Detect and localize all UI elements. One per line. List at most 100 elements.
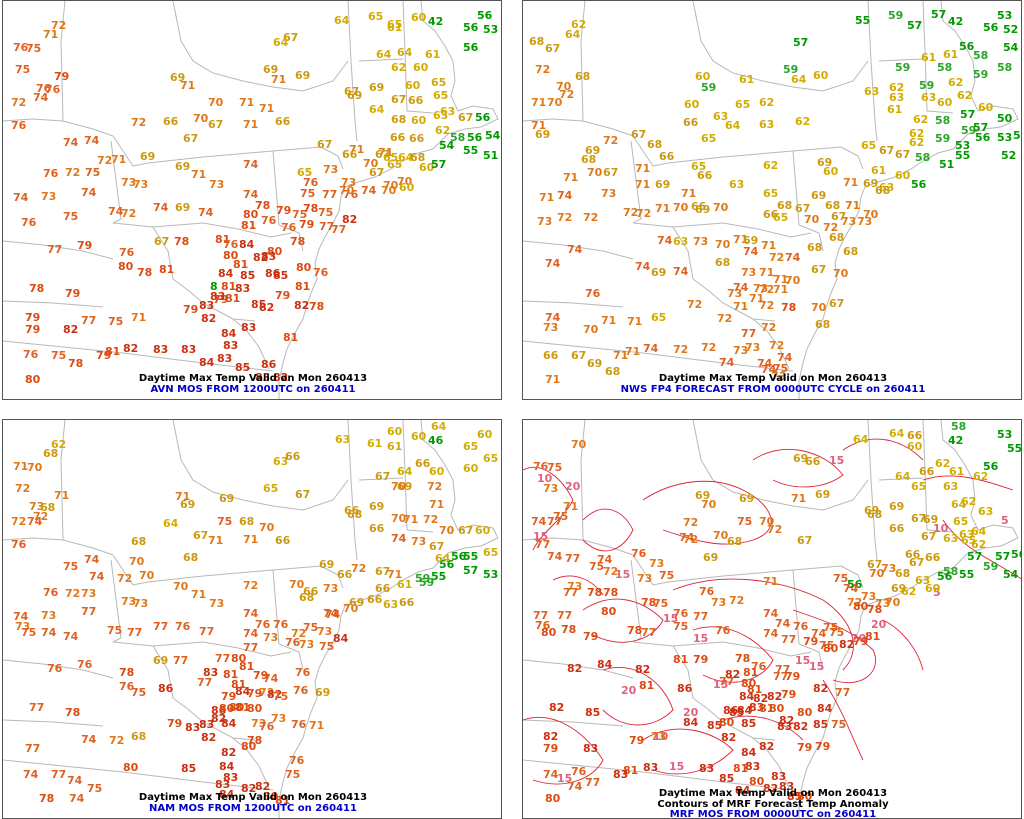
map-nws-fp4-temp-value-4: 72 [535,63,550,76]
map-mrf-mos-anomaly-contour-16 [882,619,924,671]
map-avn-mos-temp-value-11: 74 [63,136,79,149]
map-nam-mos-temp-value-152: 80 [229,701,245,714]
map-avn-mos-temp-value-55: 79 [96,349,111,362]
map-mrf-mos-temp-value-160: 85 [729,706,744,719]
map-mrf-mos-temp-value-92: 77 [565,552,580,565]
map-mrf-mos-temp-value-169: 82 [721,731,736,744]
map-avn-mos-temp-value-128: 70 [397,175,413,188]
map-nam-mos-boundary-7 [278,643,304,671]
map-nws-fp4-temp-value-147: 71 [773,273,788,286]
map-mrf-mos-temp-value-161: 80 [769,702,785,715]
map-avn-mos-temp-value-153: 56 [463,21,479,34]
map-mrf-mos-anomaly-contour-1 [582,508,634,552]
map-nws-fp4-temp-value-122: 67 [831,210,846,223]
map-nam-mos-temp-value-128: 76 [47,662,63,675]
map-nws-fp4-temp-value-92: 71 [635,178,650,191]
map-nam-mos-temp-value-103: 73 [41,609,56,622]
map-avn-mos-temp-value-62: 80 [25,373,41,386]
map-mrf-mos-temp-value-31: 62 [973,470,988,483]
map-mrf-mos-temp-value-179: 79 [629,734,644,747]
map-nws-fp4-temp-value-49: 61 [887,103,902,116]
map-avn-mos-temp-value-172: 63 [440,105,455,118]
map-avn-mos-temp-value-48: 77 [81,314,96,327]
map-mrf-mos-temp-value-87: 73 [649,557,664,570]
map-mrf-mos-temp-value-185: 74 [543,768,559,781]
map-mrf-mos-temp-value-163: 82 [549,701,564,714]
map-mrf-mos-temp-value-59: 68 [895,567,910,580]
map-nam-mos-temp-value-177: 68 [131,730,146,743]
map-nam-mos-temp-value-143: 81 [231,678,246,691]
map-nws-fp4-boundary-18 [692,1,824,92]
map-nam-mos-temp-value-170: 83 [199,718,214,731]
map-nws-fp4-temp-value-165: 70 [833,267,849,280]
map-nam-mos-temp-value-127: 84 [333,632,349,645]
map-avn-mos-temp-value-191: 65 [387,158,402,171]
map-avn-mos-temp-value-113: 76 [281,221,297,234]
map-mrf-mos-anomaly-contour-10 [792,609,877,684]
map-nws-fp4-temp-value-149: 69 [651,266,666,279]
map-nws-fp4-temp-value-81: 69 [585,144,600,157]
map-mrf-mos-temp-value-128: 82 [839,638,854,651]
map-mrf-mos-temp-value-39: 67 [911,512,926,525]
map-nws-fp4-temp-value-16: 63 [713,110,728,123]
map-avn-mos-temp-value-90: 83 [235,282,250,295]
map-nam-mos-temp-value-122: 73 [317,625,332,638]
map-nws-fp4-temp-value-188: 73 [745,341,760,354]
map-nws-fp4-temp-value-130: 63 [673,235,688,248]
map-nws-fp4-temp-value-6: 70 [556,80,572,93]
map-avn-mos-temp-value-155: 53 [483,23,498,36]
map-avn-mos-temp-value-72: 83 [255,371,270,384]
map-nws-fp4-temp-value-145: 71 [759,266,774,279]
map-nam-mos-temp-value-130: 69 [153,654,168,667]
map-nws-fp4-temp-value-150: 74 [673,265,689,278]
map-mrf-mos-temp-value-43: 63 [959,528,974,541]
map-nws-fp4-temp-value-70: 65 [861,139,876,152]
map-avn-mos-temp-value-40: 78 [137,266,152,279]
map-mrf-mos-temp-value-141: 77 [719,675,734,688]
map-mrf-mos-temp-value-154: 85 [813,718,828,731]
map-nam-mos-temp-value-94: 70 [173,580,189,593]
map-avn-mos-temp-value-34: 74 [243,158,259,171]
map-nws-fp4-temp-value-77: 63 [879,181,894,194]
map-mrf-mos-temp-value-148: 77 [775,663,790,676]
map-nws-fp4-temp-value-154: 71 [749,292,764,305]
map-nam-mos-temp-value-31: 63 [273,455,288,468]
map-nam-mos-temp-value-129: 76 [77,658,93,671]
map-nam-mos-temp-value-41: 65 [463,440,478,453]
map-avn-mos-temp-value-12: 74 [84,134,100,147]
map-mrf-mos-temp-value-16: 64 [853,433,869,446]
map-nam-mos-temp-value-139: 86 [158,682,174,695]
map-mrf-mos-anomaly-contour-15 [822,679,864,761]
map-mrf-mos-anomaly-label-8: 15 [693,632,708,645]
map-mrf-mos-boundary-10 [523,659,634,679]
map-mrf-mos-anomaly-contour-7 [582,598,664,643]
map-nam-mos-temp-value-157: 82 [211,712,226,725]
map-avn-mos-temp-value-7: 79 [54,70,69,83]
map-nws-fp4-boundary-17 [580,1,586,122]
map-avn-mos-temp-value-0: 72 [51,19,66,32]
map-avn-mos-temp-value-73: 82 [273,371,288,384]
map-avn-mos-temp-value-109: 82 [342,213,357,226]
map-nws-fp4-temp-value-193: 73 [771,370,786,383]
map-mrf-mos-temp-value-14: 71 [791,492,806,505]
map-avn-mos-temp-value-94: 82 [259,301,274,314]
map-avn-mos-temp-value-103: 81 [241,219,256,232]
map-avn-mos-temp-value-31: 69 [175,160,190,173]
map-avn-mos-temp-value-129: 71 [378,146,393,159]
map-nws-fp4-temp-value-69: 51 [939,158,954,171]
map-nam-mos-temp-value-137: 76 [119,680,135,693]
map-nam-mos-temp-value-66: 55 [463,550,478,563]
map-mrf-mos-temp-value-98: 76 [699,585,715,598]
map-nam-mos-temp-value-148: 79 [247,687,262,700]
map-avn-mos-temp-value-143: 71 [243,118,258,131]
map-nam-mos-temp-value-19: 69 [219,492,234,505]
map-nws-fp4-temp-value-33: 52 [1003,23,1018,36]
map-avn-mos-boundary-14 [402,1,408,112]
map-mrf-mos-temp-value-120: 76 [793,620,809,633]
map-nws-fp4-temp-value-13: 59 [701,81,716,94]
map-nws-fp4-temp-value-86: 65 [701,132,716,145]
map-avn-mos-temp-value-23: 73 [133,178,148,191]
map-nam-mos-temp-value-36: 61 [387,440,402,453]
